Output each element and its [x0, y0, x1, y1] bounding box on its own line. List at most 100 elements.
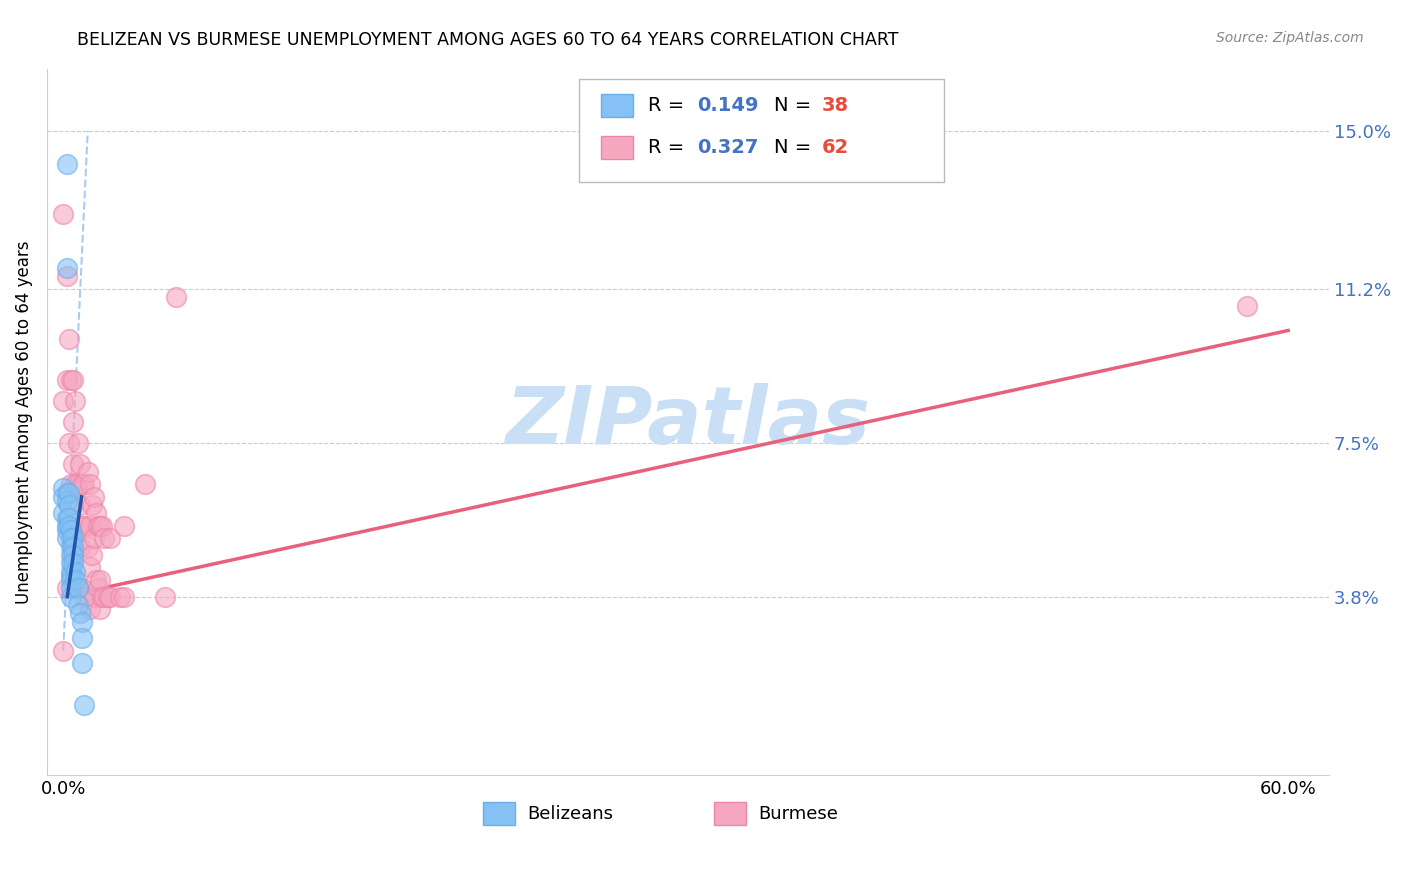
Point: [1236, 299, 1258, 313]
Point: [60, 548, 83, 562]
Text: N =: N =: [773, 95, 817, 115]
Point: [79, 519, 101, 533]
Point: [66, 582, 89, 596]
Point: [56, 510, 79, 524]
Point: [56, 373, 79, 387]
Point: [58, 498, 80, 512]
Point: [79, 602, 101, 616]
Point: [165, 290, 187, 304]
Point: [89, 573, 111, 587]
Point: [114, 590, 136, 604]
Text: 38: 38: [821, 95, 848, 115]
Point: [56, 261, 79, 276]
Point: [72, 477, 94, 491]
Point: [83, 532, 105, 546]
Point: [58, 435, 80, 450]
Point: [58, 519, 80, 533]
Point: [89, 602, 111, 616]
Point: [65, 573, 87, 587]
Point: [66, 598, 89, 612]
FancyBboxPatch shape: [579, 79, 945, 182]
Point: [60, 477, 83, 491]
Point: [155, 590, 177, 604]
Point: [56, 523, 79, 537]
Point: [66, 519, 89, 533]
Point: [60, 373, 83, 387]
Point: [58, 332, 80, 346]
Point: [52, 482, 75, 496]
Point: [56, 485, 79, 500]
Point: [84, 573, 107, 587]
Point: [52, 207, 75, 221]
Point: [56, 157, 79, 171]
Point: [87, 582, 110, 596]
Point: [70, 582, 93, 596]
Point: [79, 560, 101, 574]
Point: [56, 532, 79, 546]
Point: [72, 590, 94, 604]
Point: [98, 532, 121, 546]
Point: [60, 557, 83, 571]
Point: [79, 477, 101, 491]
Point: [70, 631, 93, 645]
Point: [52, 507, 75, 521]
Point: [62, 540, 84, 554]
Text: Belizeans: Belizeans: [527, 805, 613, 822]
Point: [69, 606, 91, 620]
Text: 0.327: 0.327: [697, 138, 758, 157]
Point: [83, 490, 105, 504]
Point: [60, 569, 83, 583]
Point: [93, 532, 115, 546]
FancyBboxPatch shape: [600, 94, 633, 117]
Point: [98, 590, 121, 604]
FancyBboxPatch shape: [482, 802, 515, 825]
Point: [93, 590, 115, 604]
Text: ZIPatlas: ZIPatlas: [505, 383, 870, 461]
Point: [65, 394, 87, 409]
Point: [84, 507, 107, 521]
Point: [52, 643, 75, 657]
Point: [60, 573, 83, 587]
Point: [62, 457, 84, 471]
Point: [66, 477, 89, 491]
Point: [69, 498, 91, 512]
Point: [65, 565, 87, 579]
Point: [97, 590, 120, 604]
Text: Source: ZipAtlas.com: Source: ZipAtlas.com: [1216, 31, 1364, 45]
Point: [66, 582, 89, 596]
Point: [62, 415, 84, 429]
Point: [60, 523, 83, 537]
Point: [66, 435, 89, 450]
Text: R =: R =: [648, 138, 690, 157]
Point: [62, 557, 84, 571]
Point: [60, 532, 83, 546]
Point: [70, 519, 93, 533]
Point: [80, 548, 103, 562]
Point: [114, 519, 136, 533]
Point: [76, 540, 98, 554]
Point: [80, 498, 103, 512]
FancyBboxPatch shape: [714, 802, 745, 825]
Point: [62, 373, 84, 387]
Point: [52, 394, 75, 409]
Text: 62: 62: [821, 138, 849, 157]
Point: [60, 540, 83, 554]
Point: [60, 565, 83, 579]
Point: [62, 498, 84, 512]
Point: [56, 494, 79, 508]
Point: [76, 465, 98, 479]
Point: [60, 582, 83, 596]
Point: [62, 540, 84, 554]
Point: [89, 519, 111, 533]
Text: R =: R =: [648, 95, 690, 115]
Y-axis label: Unemployment Among Ages 60 to 64 years: Unemployment Among Ages 60 to 64 years: [15, 240, 32, 604]
Point: [110, 590, 132, 604]
Text: Burmese: Burmese: [758, 805, 838, 822]
Point: [69, 457, 91, 471]
Point: [62, 548, 84, 562]
Point: [60, 590, 83, 604]
FancyBboxPatch shape: [600, 136, 633, 159]
Point: [72, 698, 94, 712]
Point: [58, 485, 80, 500]
Text: N =: N =: [773, 138, 817, 157]
